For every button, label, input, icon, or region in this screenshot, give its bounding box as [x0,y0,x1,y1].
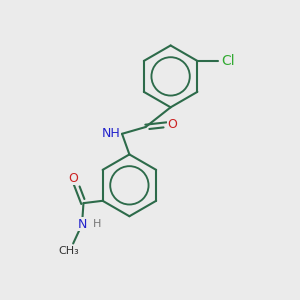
Text: CH₃: CH₃ [58,246,79,256]
Text: O: O [68,172,78,184]
Text: O: O [167,118,177,131]
Text: H: H [93,219,101,229]
Text: Cl: Cl [221,54,235,68]
Text: NH: NH [102,127,121,140]
Text: N: N [77,218,87,231]
